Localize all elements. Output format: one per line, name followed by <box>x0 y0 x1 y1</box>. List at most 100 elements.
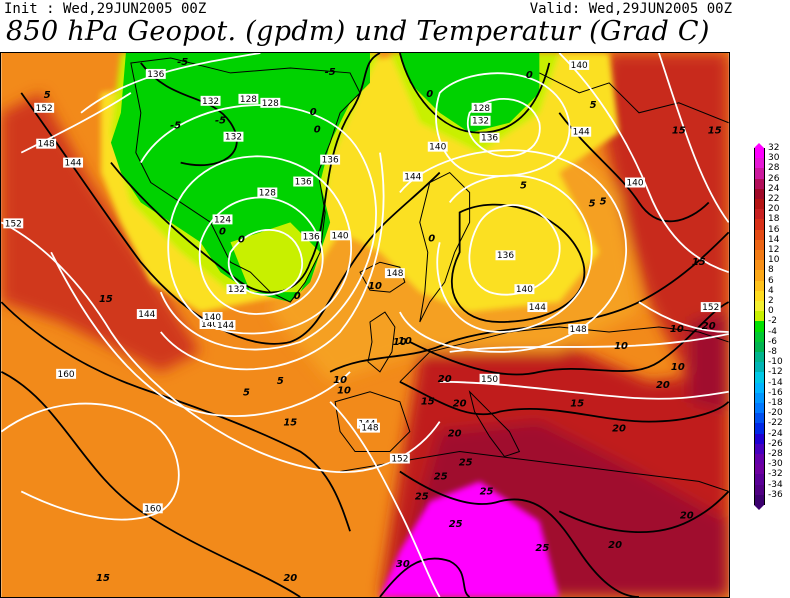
legend-label: -36 <box>768 489 783 500</box>
geopotential-label-bg <box>514 284 535 295</box>
geopotential-label-bg <box>260 97 281 108</box>
temperature-label: 0 <box>219 226 226 237</box>
geo-contour-east-144 <box>638 53 729 333</box>
geo-contour-scand-144 <box>399 149 627 353</box>
geopotential-label-bg <box>625 177 645 188</box>
legend-swatch <box>754 382 765 394</box>
legend-swatch <box>754 260 765 271</box>
legend-label: -18 <box>768 398 783 408</box>
geo-contour-scand-140 <box>436 174 593 333</box>
isotherm-30 <box>379 557 471 597</box>
geopotential-label-bg <box>571 126 592 137</box>
legend-bottom-arrow <box>754 505 764 510</box>
legend-label: 10 <box>768 255 780 266</box>
geopotential-label-bg <box>34 102 55 113</box>
geo-contour-160 <box>1 402 180 521</box>
temperature-label: 20 <box>702 321 716 332</box>
legend-color-bar <box>754 148 765 506</box>
legend-swatch <box>754 352 765 363</box>
isotherm-0-east <box>399 53 551 134</box>
temperature-label: 5 <box>520 181 527 192</box>
temperature-label: 0 <box>526 70 533 81</box>
geopotential-label: 132 <box>472 117 489 127</box>
coastline-iberia <box>334 391 411 453</box>
legend-swatch <box>754 311 765 322</box>
geopotential-label-bg <box>36 138 57 149</box>
legend-swatch <box>754 199 765 210</box>
isotherm-20 <box>399 380 729 423</box>
isotherm-10-north <box>329 231 729 373</box>
isotherm-5-arctic <box>558 112 710 223</box>
temperature-label: 25 <box>535 543 549 554</box>
geopotential-label-bg <box>384 268 405 279</box>
legend-label: 6 <box>768 275 774 286</box>
geopotential-label-bg <box>56 368 77 379</box>
legend-label: -34 <box>768 479 783 490</box>
geopotential-label-bg <box>212 214 233 225</box>
geopotential-label: 152 <box>5 219 22 229</box>
geopotential-label: 136 <box>295 178 312 188</box>
geo-contour-148 <box>20 92 351 418</box>
geopotential-label-bg <box>223 131 244 142</box>
legend-swatch <box>754 229 765 241</box>
legend-label: -14 <box>768 377 783 388</box>
geopotential-label-bg <box>215 320 236 330</box>
valid-time: Valid: Wed,29JUN2005 00Z <box>529 1 732 17</box>
legend-label: 4 <box>768 285 774 296</box>
legend-swatch <box>754 301 765 312</box>
coastline-greenland <box>130 57 361 303</box>
geo-contour-east-140 <box>558 53 729 274</box>
coastline-british-isles <box>367 311 396 373</box>
legend-swatch <box>754 270 765 282</box>
geopotential-label: 144 <box>529 303 546 313</box>
legend-label: -16 <box>768 387 783 398</box>
legend-swatch <box>754 290 765 302</box>
legend-swatch <box>754 433 765 445</box>
legend-label: 22 <box>768 194 780 204</box>
geopotential-label: 152 <box>702 303 719 313</box>
temperature-label: 5 <box>590 100 597 111</box>
temperature-label: 30 <box>396 559 410 570</box>
geopotential-label: 160 <box>144 504 161 514</box>
legend-swatch <box>754 403 765 414</box>
legend-label: 2 <box>768 296 774 306</box>
legend-swatch <box>754 341 765 353</box>
temperature-label: 5 <box>600 196 607 207</box>
temperature-label: 20 <box>283 573 297 584</box>
geopotential-label: 150 <box>481 375 498 385</box>
temperature-label: -5 <box>215 116 226 127</box>
coastline-italy <box>468 390 521 458</box>
geopotential-label: 124 <box>214 215 231 225</box>
geopotential-label-bg <box>471 102 492 113</box>
legend-swatch <box>754 372 765 384</box>
temperature-label: 15 <box>570 399 584 410</box>
legend-swatch <box>754 413 765 424</box>
legend-label: 16 <box>768 224 780 235</box>
temperature-label: 15 <box>421 397 435 408</box>
legend-label: -2 <box>768 316 777 327</box>
temperature-label: 20 <box>656 380 670 391</box>
legend-swatch <box>754 454 765 465</box>
isotherm-5-east <box>450 203 586 323</box>
geopotential-label: 128 <box>473 104 490 114</box>
legend-swatch <box>754 494 765 506</box>
geopotential-label-bg <box>200 95 221 106</box>
geopotential-label: 140 <box>626 179 643 189</box>
isotherm-neg5 <box>140 62 238 167</box>
legend-label: 30 <box>768 153 780 164</box>
isotherm-25 <box>399 470 640 597</box>
geopotential-label-bg <box>199 319 220 329</box>
geo-contour-136 <box>167 155 353 335</box>
legend-label: 18 <box>768 214 780 225</box>
legend-swatch <box>754 250 765 261</box>
temperature-label: 20 <box>612 424 626 435</box>
legend-swatch <box>754 219 765 231</box>
temperature-label: 0 <box>238 234 245 245</box>
legend-label: 12 <box>768 245 780 255</box>
temperature-label: 15 <box>708 126 722 137</box>
geopotential-label-bg <box>142 503 163 514</box>
temperature-label: 20 <box>453 399 467 410</box>
geopotential-label: 140 <box>201 320 218 330</box>
temperature-label: 10 <box>614 341 628 352</box>
legend-swatch <box>754 474 765 486</box>
